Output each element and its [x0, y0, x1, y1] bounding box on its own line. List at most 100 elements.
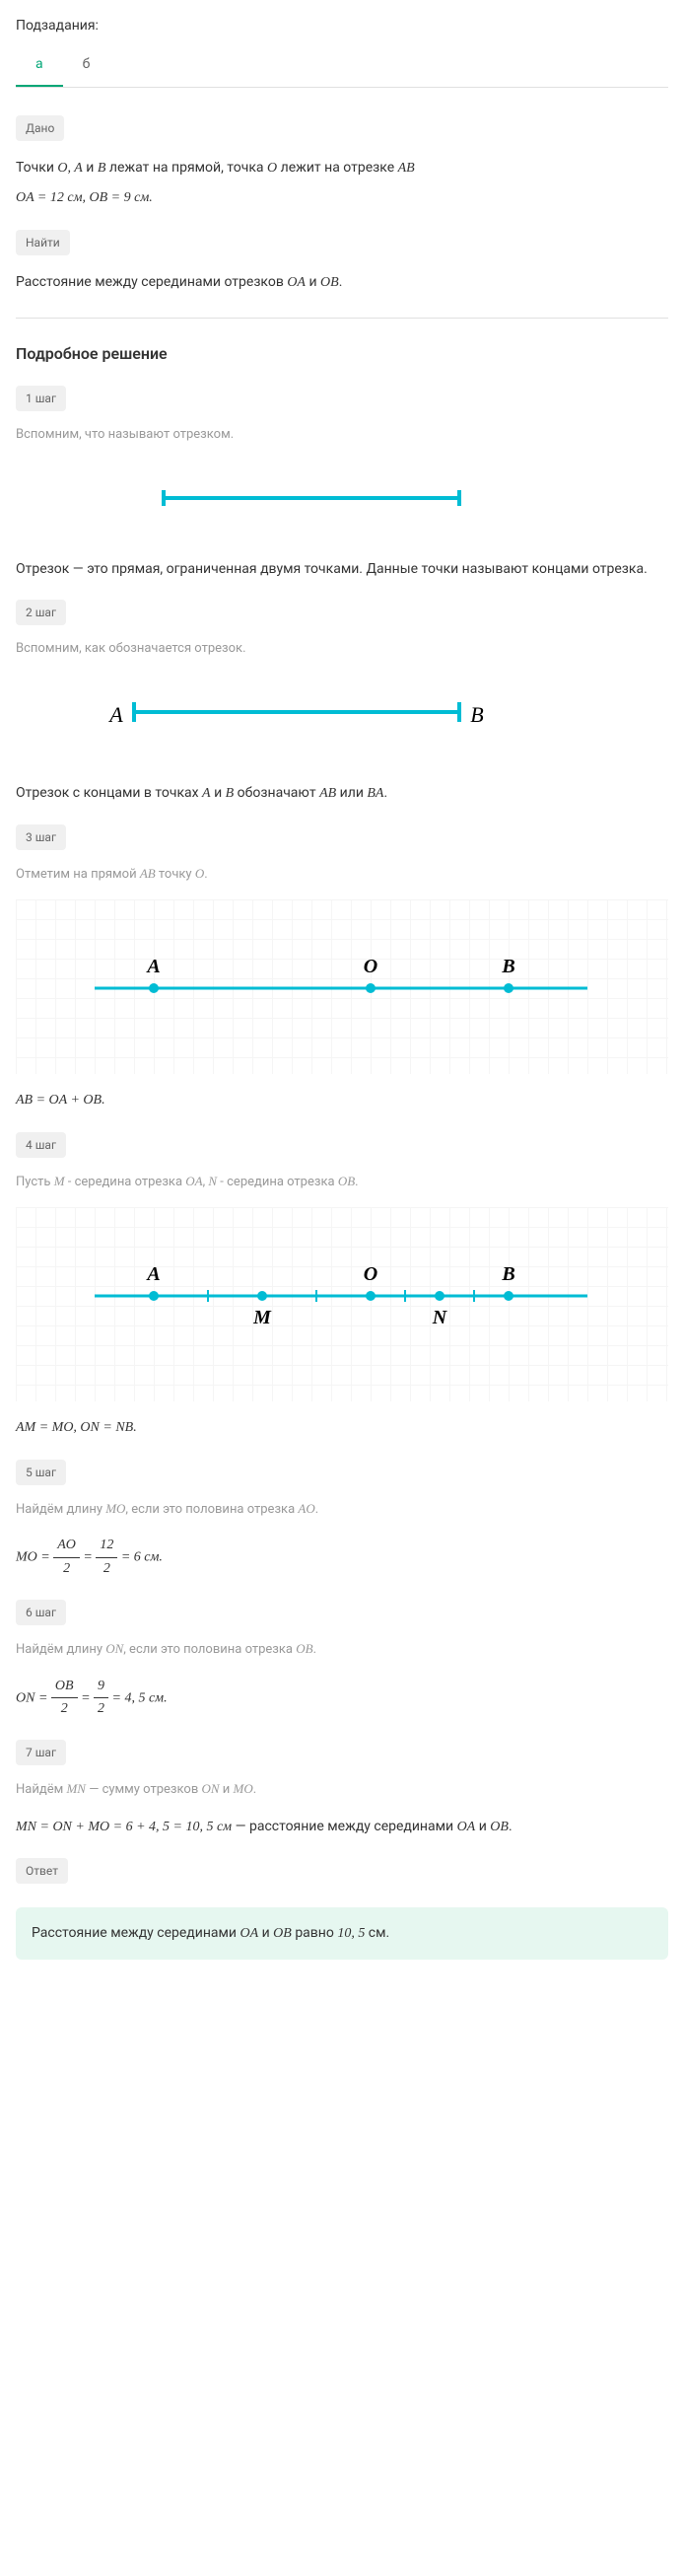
lhs: MO =	[16, 1550, 53, 1565]
text: Отметим на прямой	[16, 867, 140, 882]
math: OA	[239, 1926, 258, 1941]
segment-diagram-4: AOBMN	[16, 1207, 668, 1401]
after-step1-text: Отрезок — это прямая, ограниченная двумя…	[16, 558, 668, 580]
eq3: AB = OA + OB.	[16, 1090, 668, 1111]
text: и	[83, 160, 98, 176]
num: AO	[53, 1535, 80, 1557]
step1-badge: 1 шаг	[16, 386, 66, 411]
num: OB	[51, 1676, 78, 1698]
step1-text: Вспомним, что называют отрезком.	[16, 425, 668, 445]
math: O, A	[57, 161, 82, 176]
text: Расстояние между серединами отрезков	[16, 274, 287, 290]
tabs: а б	[16, 44, 668, 88]
text: Найдём	[16, 1782, 66, 1797]
text: , если это половина отрезка	[123, 1642, 296, 1657]
segment-diagram-1	[16, 468, 668, 535]
num: 12	[96, 1535, 117, 1557]
eq7: MN = ON + MO = 6 + 4, 5 = 10, 5 см — рас…	[16, 1816, 668, 1838]
find-badge: Найти	[16, 230, 70, 255]
text: .	[313, 1642, 316, 1657]
tab-a[interactable]: а	[16, 44, 63, 87]
segment-diagram-3: AOB	[16, 899, 668, 1074]
math: AB	[319, 786, 336, 801]
text: Найдём длину	[16, 1642, 105, 1657]
den: 2	[51, 1698, 78, 1720]
math: OA	[185, 1174, 202, 1188]
den: 2	[94, 1698, 108, 1720]
after-step2-text: Отрезок с концами в точках A и B обознач…	[16, 782, 668, 805]
text: .	[509, 1819, 513, 1834]
step4-badge: 4 шаг	[16, 1132, 66, 1158]
step6-text: Найдём длину ON, если это половина отрез…	[16, 1639, 668, 1660]
math: 10, 5	[337, 1926, 365, 1941]
eq5: MO = AO2 = 122 = 6 см.	[16, 1535, 668, 1580]
math: O	[195, 866, 204, 881]
text: .	[355, 1175, 358, 1189]
eq4: AM = MO, ON = NB.	[16, 1417, 668, 1439]
svg-text:N: N	[432, 1307, 448, 1328]
svg-text:B: B	[501, 1263, 514, 1285]
svg-text:A: A	[145, 1263, 160, 1285]
text: Отрезок с концами в точках	[16, 785, 202, 801]
math: M	[54, 1174, 65, 1188]
eq: =	[83, 1550, 96, 1565]
solution-title: Подробное решение	[16, 342, 668, 366]
text: Расстояние между серединами	[32, 1925, 239, 1941]
math: OB	[273, 1926, 292, 1941]
text: точку	[156, 867, 195, 882]
math: MO	[234, 1781, 253, 1796]
tab-b[interactable]: б	[63, 44, 110, 87]
answer-box: Расстояние между серединами OA и OB равн…	[16, 1907, 668, 1960]
math: OB	[296, 1641, 312, 1656]
math: BA	[367, 786, 383, 801]
math: OB	[320, 275, 339, 290]
step4-text: Пусть M - середина отрезка OA, N - серед…	[16, 1172, 668, 1192]
text: и	[220, 1782, 234, 1797]
text: .	[383, 785, 387, 801]
text: и	[258, 1925, 273, 1941]
svg-text:A: A	[145, 956, 160, 977]
segment-diagram-2: AB	[16, 682, 668, 758]
step5-badge: 5 шаг	[16, 1460, 66, 1485]
eq6: ON = OB2 = 92 = 4, 5 см.	[16, 1676, 668, 1721]
math: ON	[201, 1781, 219, 1796]
text: .	[315, 1502, 318, 1517]
given-badge: Дано	[16, 115, 64, 141]
text: .	[339, 274, 343, 290]
svg-text:O: O	[364, 1263, 377, 1285]
given-line1: Точки O, A и B лежат на прямой, точка O …	[16, 157, 668, 179]
frac2: 92	[94, 1676, 108, 1721]
text: , если это половина отрезка	[125, 1502, 298, 1517]
svg-text:A: A	[107, 702, 123, 727]
math: ON	[105, 1641, 123, 1656]
math: OA	[287, 275, 306, 290]
step3-text: Отметим на прямой AB точку O.	[16, 864, 668, 885]
answer-badge: Ответ	[16, 1858, 68, 1884]
text: лежит на отрезке	[277, 160, 397, 176]
step7-badge: 7 шаг	[16, 1740, 66, 1765]
text: - середина отрезка	[65, 1175, 186, 1189]
text: и	[475, 1819, 490, 1834]
text: — расстояние между серединами	[232, 1819, 456, 1834]
subtasks-label: Подзадания:	[16, 16, 668, 36]
math: AB	[140, 866, 156, 881]
eq-main: MN = ON + MO = 6 + 4, 5 = 10, 5 см	[16, 1820, 232, 1834]
find-text: Расстояние между серединами отрезков OA …	[16, 271, 668, 294]
den: 2	[53, 1558, 80, 1580]
math: A	[202, 786, 211, 801]
math: N	[208, 1174, 217, 1188]
step6-badge: 6 шаг	[16, 1600, 66, 1625]
frac1: AO2	[53, 1535, 80, 1580]
text: и	[306, 274, 320, 290]
math: OA	[457, 1820, 476, 1834]
text: обозначают	[234, 785, 319, 801]
text: и	[211, 785, 226, 801]
math: AB	[398, 161, 415, 176]
lhs: ON =	[16, 1690, 51, 1705]
den: 2	[96, 1558, 117, 1580]
step2-text: Вспомним, как обозначается отрезок.	[16, 639, 668, 659]
math: AO	[298, 1501, 314, 1516]
step5-text: Найдём длину MO, если это половина отрез…	[16, 1499, 668, 1520]
text: .	[253, 1782, 256, 1797]
frac1: OB2	[51, 1676, 78, 1721]
